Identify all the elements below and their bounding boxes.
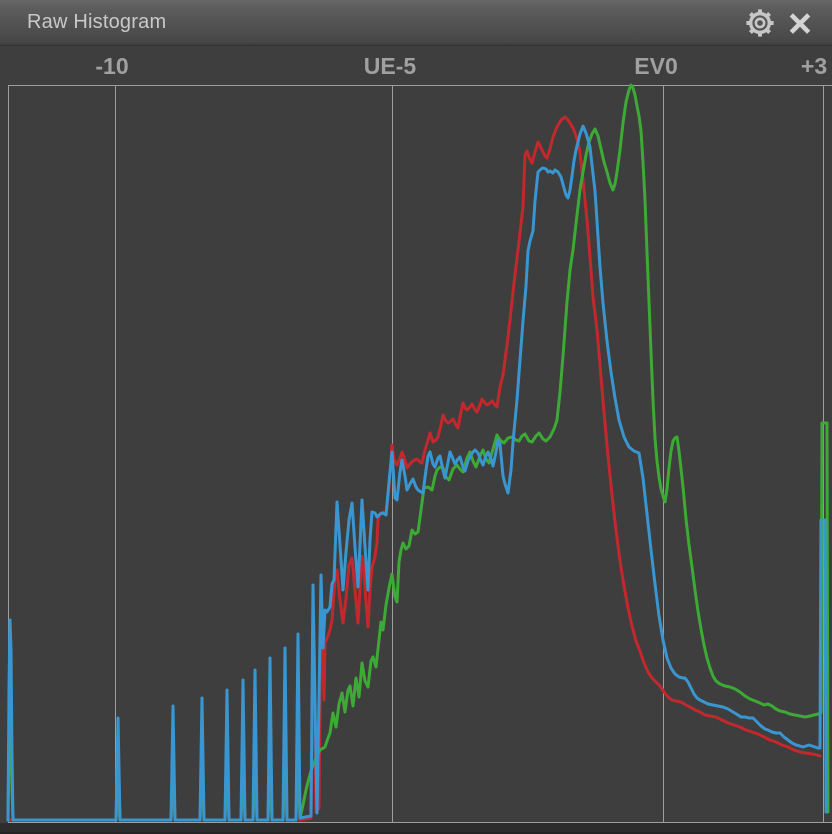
settings-button[interactable] <box>742 5 778 41</box>
window-bottom-edge <box>0 823 832 834</box>
axis-label-ue-minus5: UE-5 <box>363 53 417 79</box>
close-button[interactable] <box>782 5 818 41</box>
axis-label-plus3: +3 <box>800 53 828 79</box>
axis-label-ev0: EV0 <box>634 53 678 79</box>
titlebar[interactable]: Raw Histogram <box>0 0 832 46</box>
close-icon <box>789 12 811 34</box>
window-title: Raw Histogram <box>27 11 167 33</box>
axis-labels-row: -10 UE-5 EV0 +3 <box>0 46 832 85</box>
gear-icon <box>746 8 774 37</box>
axis-label-minus10: -10 <box>95 53 129 79</box>
